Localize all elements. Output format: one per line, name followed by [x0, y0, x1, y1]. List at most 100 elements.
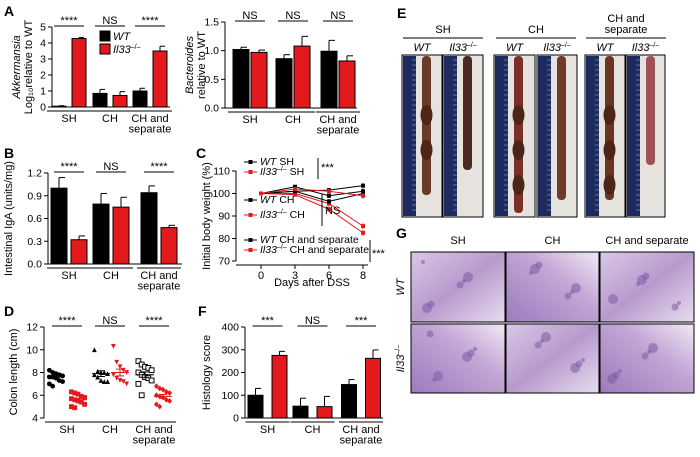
legend-label: WT CH [260, 194, 295, 206]
y-tick-label: 1.0 [204, 45, 219, 57]
bar-wt [275, 58, 293, 109]
data-point [101, 379, 107, 384]
legend-label: WT [113, 31, 131, 43]
histology-image [599, 251, 695, 323]
data-point [327, 207, 331, 212]
colon-tissue [422, 56, 431, 195]
data-point [327, 193, 331, 198]
group-label: CH and [135, 424, 172, 436]
significance-label: NS [242, 10, 257, 22]
group-label: SH [61, 113, 76, 125]
bar-wt [232, 49, 250, 109]
genotype-label-gene: WT [413, 42, 431, 54]
group-label: CH and [342, 424, 379, 436]
bar-il33 [160, 227, 178, 265]
colon-photo [401, 54, 443, 218]
y-axis-label: Colon length (cm) [8, 329, 20, 416]
histology-image [505, 251, 600, 323]
data-point [50, 383, 56, 389]
data-point [259, 191, 263, 196]
legend-label-gene: WT [260, 234, 278, 246]
x-tick-label: 8 [360, 270, 366, 282]
data-point [114, 359, 120, 365]
legend-label: WT SH [260, 156, 294, 168]
y-tick-label: 0.0 [204, 103, 219, 115]
bar-wt [247, 394, 264, 419]
data-point [69, 404, 74, 410]
histology-image [505, 323, 600, 394]
significance-label: **** [145, 315, 163, 327]
group-label: separate [129, 124, 172, 136]
data-point [78, 393, 84, 399]
bar-chart-F [247, 349, 381, 419]
legend-label-gene: Il33 [260, 244, 277, 256]
data-point [111, 343, 116, 349]
legend-label-gene: Il33 [260, 166, 277, 178]
legend-marker [248, 170, 253, 174]
significance-label: NS [305, 315, 320, 327]
bar-il33 [112, 206, 130, 265]
data-point [327, 189, 331, 194]
panel-label-F: F [198, 303, 207, 319]
legend-label-superscript: –/– [277, 166, 287, 173]
data-point [69, 396, 74, 402]
data-point [72, 390, 78, 396]
data-point [114, 375, 120, 381]
data-point [361, 230, 365, 235]
colon-tissue [646, 56, 655, 165]
y-tick-label: 70 [218, 256, 230, 268]
bar-il33 [70, 239, 88, 265]
bar-il33 [293, 45, 311, 109]
column-label: CH [545, 235, 561, 247]
bar-wt [341, 384, 357, 419]
series-line [260, 188, 364, 197]
group-label: CH and [131, 113, 168, 125]
colon-tissue [463, 56, 472, 170]
fecal-pellet [512, 175, 525, 195]
legend-marker [248, 160, 253, 164]
legend-label-superscript: –/– [277, 209, 287, 216]
group-label: separate [340, 435, 383, 447]
bar-il33 [338, 60, 356, 109]
data-point [75, 391, 81, 397]
x-tick-label: 0 [258, 270, 264, 282]
column-label: CH and separate [605, 235, 688, 247]
fecal-pellet [512, 105, 525, 125]
legend-label-superscript: –/– [131, 44, 141, 51]
panel-label-B: B [4, 145, 14, 161]
data-point [135, 358, 142, 365]
colon-photo [536, 54, 578, 218]
group-label: separate [605, 24, 648, 36]
group-label: separate [317, 125, 360, 137]
fecal-pellet [603, 105, 616, 125]
y-axis-label: Intestinal IgA (units/mg) [3, 161, 15, 276]
legend-label: WT CH and separate [260, 234, 359, 246]
y-tick-label: 300 [221, 344, 239, 356]
legend-swatch [99, 43, 111, 55]
y-tick-label: 400 [221, 322, 239, 334]
data-point [293, 192, 297, 197]
genotype-label-gene: Il33 [543, 42, 562, 54]
y-tick-label: 8 [32, 367, 38, 379]
colon-photo [584, 54, 626, 218]
data-point [98, 378, 104, 383]
group-label: SH [435, 24, 450, 36]
y-tick-label: 0.3 [27, 236, 42, 248]
y-tick-label: 5 [40, 22, 46, 34]
panel-label-G: G [396, 225, 407, 241]
panel-label-D: D [4, 303, 14, 319]
bar-chart-A [51, 36, 168, 108]
y-tick-label: 0.0 [27, 259, 42, 271]
legend-label-gene: WT [113, 31, 131, 43]
significance-label: *** [372, 248, 386, 260]
group-label: separate [138, 281, 181, 293]
group-label: SH [242, 114, 257, 126]
bar-chart-A [232, 35, 356, 109]
genotype-label: Il33–/– [632, 42, 660, 54]
bar-wt [92, 203, 110, 265]
significance-label: NS [102, 15, 117, 27]
row-label-superscript: –/– [395, 345, 402, 355]
data-point [157, 385, 163, 392]
series-line [261, 193, 364, 227]
y-tick-label: 100 [221, 390, 239, 402]
